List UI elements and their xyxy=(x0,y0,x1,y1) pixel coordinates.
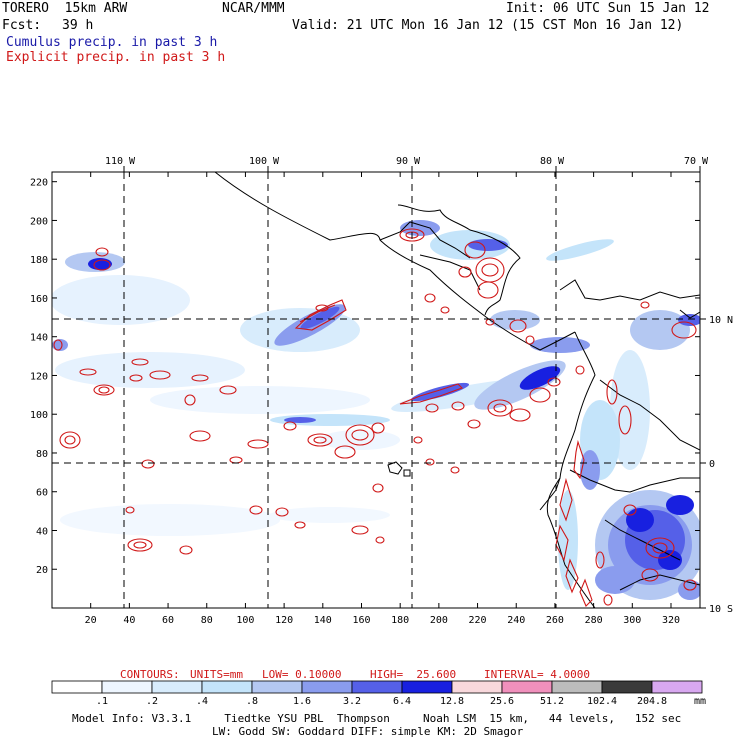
x-tick-label: 280 xyxy=(585,615,603,626)
forecast-label: Fcst: xyxy=(2,18,42,33)
coastline xyxy=(214,172,700,608)
x-tick-label: 180 xyxy=(391,615,409,626)
legend-swatch xyxy=(301,680,353,694)
legend-level-label: 3.2 xyxy=(343,696,361,707)
lat-label: 0 xyxy=(709,459,715,470)
x-tick-label: 160 xyxy=(352,615,370,626)
explicit-precip-label: Explicit precip. in past 3 h xyxy=(6,50,226,65)
x-tick-label: 100 xyxy=(236,615,254,626)
lat-label: 10 S xyxy=(709,604,733,615)
cumulus-precip-label: Cumulus precip. in past 3 h xyxy=(6,35,218,50)
legend-level-label: .1 xyxy=(96,696,108,707)
legend-level-label: 1.6 xyxy=(293,696,311,707)
lon-label: 100 W xyxy=(249,156,280,167)
physics-info: LW: Godd SW: Goddard DIFF: simple KM: 2D… xyxy=(212,725,524,738)
y-tick-label: 120 xyxy=(30,371,48,382)
legend-level-label: .4 xyxy=(196,696,208,707)
contours-units: UNITS=mm xyxy=(190,668,243,681)
axes: 20 40 60 80 100 120 140 160 180 200 220 240 260 280 30… xyxy=(30,156,733,626)
y-tick-label: 20 xyxy=(36,565,48,576)
contours-label: CONTOURS: xyxy=(120,668,180,681)
legend-level-label: 6.4 xyxy=(393,696,411,707)
x-tick-label: 120 xyxy=(275,615,293,626)
legend-level-label: 12.8 xyxy=(440,696,464,707)
x-tick-label: 320 xyxy=(662,615,680,626)
legend-level-label: 204.8 xyxy=(637,696,667,707)
contours-low: LOW= 0.10000 xyxy=(262,668,342,681)
legend-swatch xyxy=(101,680,153,694)
y-tick-label: 100 xyxy=(30,410,48,421)
x-tick-label: 260 xyxy=(546,615,564,626)
lat-label: 10 N xyxy=(709,315,733,326)
y-tick-label: 60 xyxy=(36,488,48,499)
y-tick-label: 220 xyxy=(30,178,48,189)
valid-time: Valid: 21 UTC Mon 16 Jan 12 (15 CST Mon … xyxy=(292,18,684,33)
x-tick-label: 40 xyxy=(123,615,135,626)
init-time: Init: 06 UTC Sun 15 Jan 12 xyxy=(506,1,710,16)
legend-swatch xyxy=(351,680,403,694)
org-label: NCAR/MMM xyxy=(222,1,285,16)
cumulus-precip-field xyxy=(52,220,700,600)
y-tick-label: 80 xyxy=(36,449,48,460)
y-tick-label: 200 xyxy=(30,216,48,227)
legend-level-label: 51.2 xyxy=(540,696,564,707)
contours-high: HIGH= 25.600 xyxy=(370,668,457,681)
legend-level-label: .8 xyxy=(246,696,258,707)
lon-label: 70 W xyxy=(684,156,709,167)
legend-swatch xyxy=(651,680,703,694)
legend-units: mm xyxy=(694,696,706,707)
legend-level-label: .2 xyxy=(146,696,158,707)
x-tick-label: 200 xyxy=(430,615,448,626)
legend-swatch xyxy=(451,680,503,694)
legend-swatch xyxy=(251,680,303,694)
legend-level-label: 102.4 xyxy=(587,696,617,707)
plot-frame xyxy=(51,171,701,609)
precip-legend: .1 .2 .4 .8 1.6 3.2 6.4 12.8 25.6 51.2 102.4 204.8 m… xyxy=(51,680,706,707)
y-tick-label: 160 xyxy=(30,294,48,305)
x-tick-label: 80 xyxy=(201,615,213,626)
model-info: Model Info: V3.3.1 Tiedtke YSU PBL Thomp… xyxy=(72,712,682,725)
legend-swatch xyxy=(51,680,103,694)
x-tick-label: 220 xyxy=(469,615,487,626)
lon-label: 110 W xyxy=(105,156,136,167)
legend-swatch xyxy=(151,680,203,694)
legend-swatch xyxy=(551,680,603,694)
x-tick-label: 300 xyxy=(623,615,641,626)
contours-interval: INTERVAL= 4.0000 xyxy=(484,668,590,681)
x-tick-label: 240 xyxy=(507,615,525,626)
legend-swatch xyxy=(401,680,453,694)
explicit-precip-contours xyxy=(53,228,697,607)
lon-label: 90 W xyxy=(396,156,421,167)
x-tick-label: 20 xyxy=(85,615,97,626)
legend-swatch xyxy=(601,680,653,694)
model-title: TORERO 15km ARW xyxy=(2,1,128,16)
y-tick-label: 140 xyxy=(30,333,48,344)
y-tick-label: 180 xyxy=(30,255,48,266)
legend-level-label: 25.6 xyxy=(490,696,514,707)
lon-label: 80 W xyxy=(540,156,565,167)
x-tick-label: 60 xyxy=(162,615,174,626)
legend-swatch xyxy=(501,680,553,694)
x-tick-label: 140 xyxy=(314,615,332,626)
forecast-hours: 39 h xyxy=(62,18,94,33)
y-tick-label: 40 xyxy=(36,526,48,537)
legend-swatch xyxy=(201,680,253,694)
graticule xyxy=(52,172,700,608)
